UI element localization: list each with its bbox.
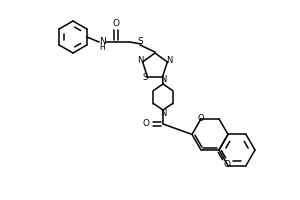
Text: O: O xyxy=(224,160,231,169)
Text: N: N xyxy=(160,75,166,84)
Text: O: O xyxy=(198,114,204,123)
Text: O: O xyxy=(112,19,119,27)
Text: N: N xyxy=(137,56,144,65)
Text: H: H xyxy=(99,43,105,51)
Text: S: S xyxy=(143,73,148,82)
Text: N: N xyxy=(166,56,172,65)
Text: N: N xyxy=(160,110,166,118)
Text: O: O xyxy=(142,119,149,129)
Text: N: N xyxy=(99,36,105,46)
Text: S: S xyxy=(137,38,143,46)
